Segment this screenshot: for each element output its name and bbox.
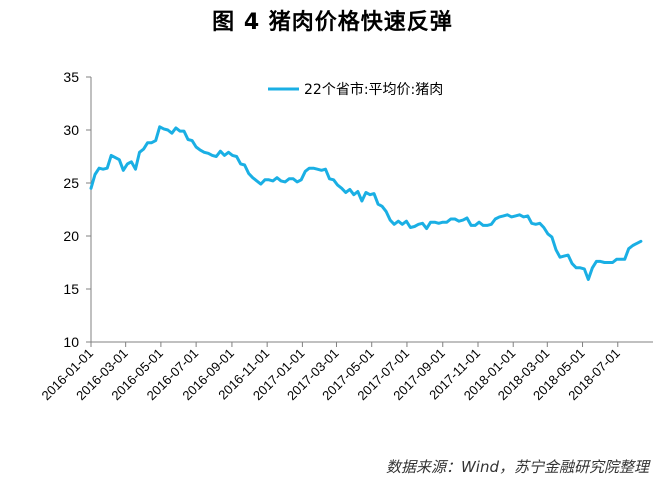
- series-layer: [89, 125, 643, 281]
- y-tick-label: 25: [63, 175, 79, 191]
- y-tick-label: 35: [63, 69, 79, 85]
- y-tick-label: 20: [63, 228, 79, 244]
- legend: 22个省市:平均价:猪肉: [268, 81, 443, 98]
- y-tick-label: 10: [63, 334, 79, 350]
- x-tick-labels: 2016-01-012016-03-012016-05-012016-07-01…: [38, 346, 622, 404]
- axes: [86, 76, 653, 347]
- source-note: 数据来源：Wind，苏宁金融研究院整理: [385, 458, 649, 476]
- y-tick-labels: 35 30 25 20 15 10: [63, 69, 79, 350]
- legend-label: 22个省市:平均价:猪肉: [304, 81, 443, 98]
- y-tick-label: 15: [63, 281, 79, 297]
- y-tick-label: 30: [63, 122, 79, 138]
- series-line: [89, 125, 643, 281]
- figure-title: 图 4 猪肉价格快速反弹: [212, 10, 453, 35]
